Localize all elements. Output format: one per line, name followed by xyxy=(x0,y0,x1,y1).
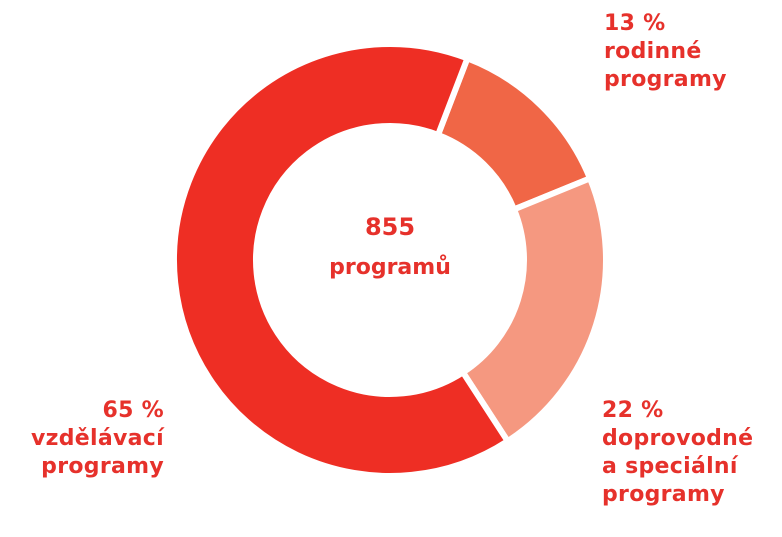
donut-slice-vzdelavaci xyxy=(171,41,512,479)
donut-slice-doprovodne xyxy=(458,174,609,446)
slice-label-rodinne: 13 % rodinné programy xyxy=(604,10,727,94)
slice-percent-doprovodne: 22 % xyxy=(602,398,664,423)
slice-name-vzdelavaci-line1: vzdělávací xyxy=(31,426,164,451)
slice-name-rodinne-line1: rodinné xyxy=(604,39,702,64)
slice-name-vzdelavaci-line2: programy xyxy=(41,454,164,479)
slice-name-rodinne-line2: programy xyxy=(604,67,727,92)
slice-percent-vzdelavaci: 65 % xyxy=(102,398,164,423)
slice-label-doprovodne: 22 % doprovodné a speciální programy xyxy=(602,397,753,509)
slice-name-doprovodne-line3: programy xyxy=(602,482,725,507)
slice-name-doprovodne-line1: doprovodné xyxy=(602,426,754,451)
slice-label-vzdelavaci: 65 % vzdělávací programy xyxy=(31,397,164,481)
slice-name-doprovodne-line2: a speciální xyxy=(602,454,738,479)
center-total-label: programů xyxy=(329,255,451,280)
center-total-value: 855 xyxy=(364,213,416,241)
slice-percent-rodinne: 13 % xyxy=(604,11,666,36)
